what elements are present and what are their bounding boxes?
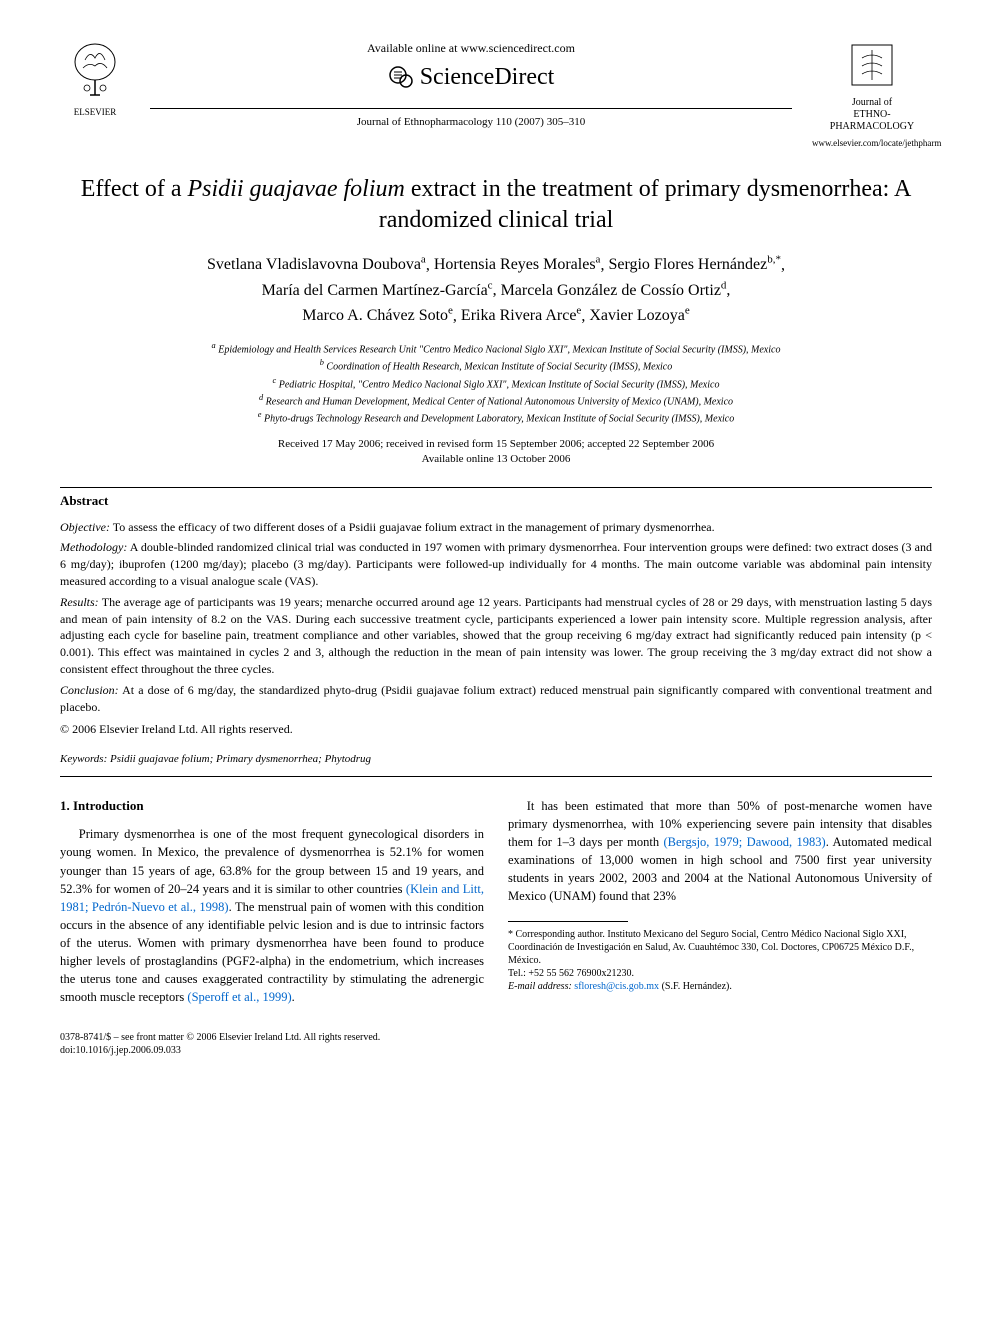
email-link[interactable]: sfloresh@cis.gob.mx	[574, 981, 659, 992]
keywords: Keywords: Psidii guajavae folium; Primar…	[60, 752, 932, 767]
sciencedirect-icon	[388, 65, 414, 91]
sciencedirect-text: ScienceDirect	[420, 61, 555, 95]
elsevier-logo: ELSEVIER	[60, 40, 130, 118]
author: Hortensia Reyes Moralesa	[434, 256, 601, 273]
journal-logo: Journal of ETHNO- PHARMACOLOGY www.elsev…	[812, 40, 932, 150]
issn-line: 0378-8741/$ – see front matter © 2006 El…	[60, 1031, 932, 1044]
affiliation: c Pediatric Hospital, "Centro Medico Nac…	[60, 375, 932, 392]
online-date: Available online 13 October 2006	[60, 452, 932, 467]
author: Svetlana Vladislavovna Doubovaa	[207, 256, 426, 273]
journal-name: Journal of ETHNO- PHARMACOLOGY	[812, 97, 932, 133]
abstract-bottom-rule	[60, 776, 932, 777]
author: María del Carmen Martínez-Garcíac	[262, 282, 493, 299]
footnote-separator	[508, 921, 628, 922]
header-rule	[150, 108, 792, 109]
abstract-methodology: Methodology: A double-blinded randomized…	[60, 539, 932, 589]
affiliation: e Phyto-drugs Technology Research and De…	[60, 409, 932, 426]
page-footer: 0378-8741/$ – see front matter © 2006 El…	[60, 1031, 932, 1057]
elsevier-label: ELSEVIER	[60, 106, 130, 119]
author: Erika Rivera Arcee	[461, 307, 581, 324]
abstract-results: Results: The average age of participants…	[60, 594, 932, 678]
abstract-conclusion: Conclusion: At a dose of 6 mg/day, the s…	[60, 682, 932, 716]
center-header: Available online at www.sciencedirect.co…	[130, 40, 812, 131]
sciencedirect-logo: ScienceDirect	[388, 61, 555, 95]
author: Marco A. Chávez Sotoe	[302, 307, 453, 324]
article-body: 1. Introduction Primary dysmenorrhea is …	[60, 797, 932, 1007]
body-paragraph: It has been estimated that more than 50%…	[508, 797, 932, 906]
affiliation: d Research and Human Development, Medica…	[60, 392, 932, 409]
article-title: Effect of a Psidii guajavae folium extra…	[60, 174, 932, 236]
doi-line: doi:10.1016/j.jep.2006.09.033	[60, 1044, 932, 1057]
body-paragraph: Primary dysmenorrhea is one of the most …	[60, 825, 484, 1006]
available-online-text: Available online at www.sciencedirect.co…	[150, 40, 792, 57]
corresponding-author-footnote: * Corresponding author. Instituto Mexica…	[508, 928, 932, 993]
received-date: Received 17 May 2006; received in revise…	[60, 437, 932, 452]
abstract-top-rule	[60, 487, 932, 488]
abstract-copyright: © 2006 Elsevier Ireland Ltd. All rights …	[60, 721, 932, 738]
abstract-heading: Abstract	[60, 492, 932, 510]
journal-url: www.elsevier.com/locate/jethpharm	[812, 137, 932, 150]
author: Xavier Lozoyae	[589, 307, 689, 324]
affiliation: a Epidemiology and Health Services Resea…	[60, 340, 932, 357]
abstract-objective: Objective: To assess the efficacy of two…	[60, 519, 932, 536]
journal-logo-icon	[847, 40, 897, 90]
authors-list: Svetlana Vladislavovna Doubovaa, Hortens…	[60, 252, 932, 328]
author: Marcela González de Cossío Ortizd	[501, 282, 727, 299]
citation-link[interactable]: (Bergsjo, 1979; Dawood, 1983)	[663, 835, 825, 849]
page-header: ELSEVIER Available online at www.science…	[60, 40, 932, 150]
elsevier-tree-icon	[65, 40, 125, 100]
article-dates: Received 17 May 2006; received in revise…	[60, 437, 932, 468]
affiliations: a Epidemiology and Health Services Resea…	[60, 340, 932, 427]
author: Sergio Flores Hernándezb,*	[608, 256, 781, 273]
citation-link[interactable]: (Speroff et al., 1999)	[187, 990, 291, 1004]
journal-citation: Journal of Ethnopharmacology 110 (2007) …	[150, 115, 792, 130]
affiliation: b Coordination of Health Research, Mexic…	[60, 357, 932, 374]
section-1-heading: 1. Introduction	[60, 797, 484, 816]
